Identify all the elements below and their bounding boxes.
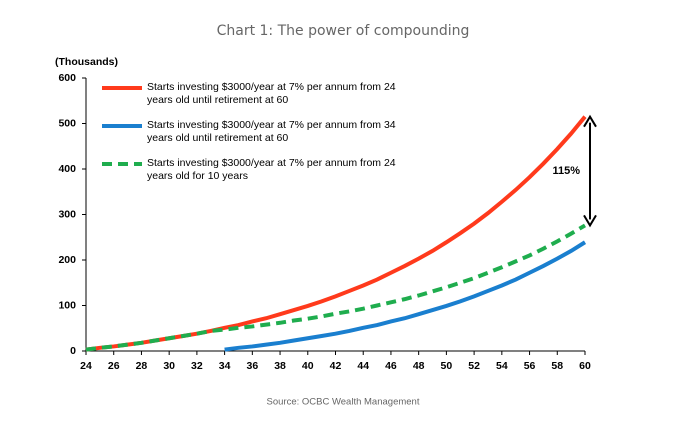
x-tick-label: 54 [496,360,508,372]
y-tick-label: 0 [70,345,76,357]
series-line [85,115,587,352]
x-tick-label: 34 [219,360,231,372]
x-tick-label: 58 [551,360,563,372]
x-tick-label: 30 [163,360,175,372]
y-axis-label: (Thousands) [55,56,118,68]
x-tick-label: 36 [246,360,258,372]
x-tick-label: 52 [468,360,480,372]
series-line [224,240,587,352]
x-tick-label: 44 [357,360,369,372]
x-tick-label: 46 [385,360,397,372]
x-tick-label: 40 [302,360,314,372]
legend-label: Starts investing $3000/year at 7% per an… [147,81,396,106]
arrow-head [583,214,597,228]
y-tick-label: 500 [58,117,76,129]
annotation: 115% [552,165,580,177]
arrow-head [583,114,597,128]
y-tick-label: 400 [58,163,76,175]
y-tick-label: 200 [58,254,76,266]
x-tick-label: 28 [136,360,148,372]
chart-title: Chart 1: The power of compounding [217,23,470,39]
x-tick-label: 42 [330,360,342,372]
x-tick-label: 38 [274,360,286,372]
x-tick-label: 56 [524,360,536,372]
x-tick-label: 60 [579,360,591,372]
source: Source: OCBC Wealth Management [267,397,420,408]
x-tick-label: 48 [413,360,425,372]
x-tick-label: 50 [441,360,453,372]
series-line [85,223,587,352]
y-tick-label: 300 [58,208,76,220]
legend-label: Starts investing $3000/year at 7% per an… [147,119,396,144]
y-tick-label: 600 [58,72,76,84]
y-tick-label: 100 [58,299,76,311]
x-tick-label: 26 [108,360,120,372]
legend-label: Starts investing $3000/year at 7% per an… [147,157,396,182]
x-tick-label: 24 [80,360,92,372]
x-tick-label: 32 [191,360,203,372]
